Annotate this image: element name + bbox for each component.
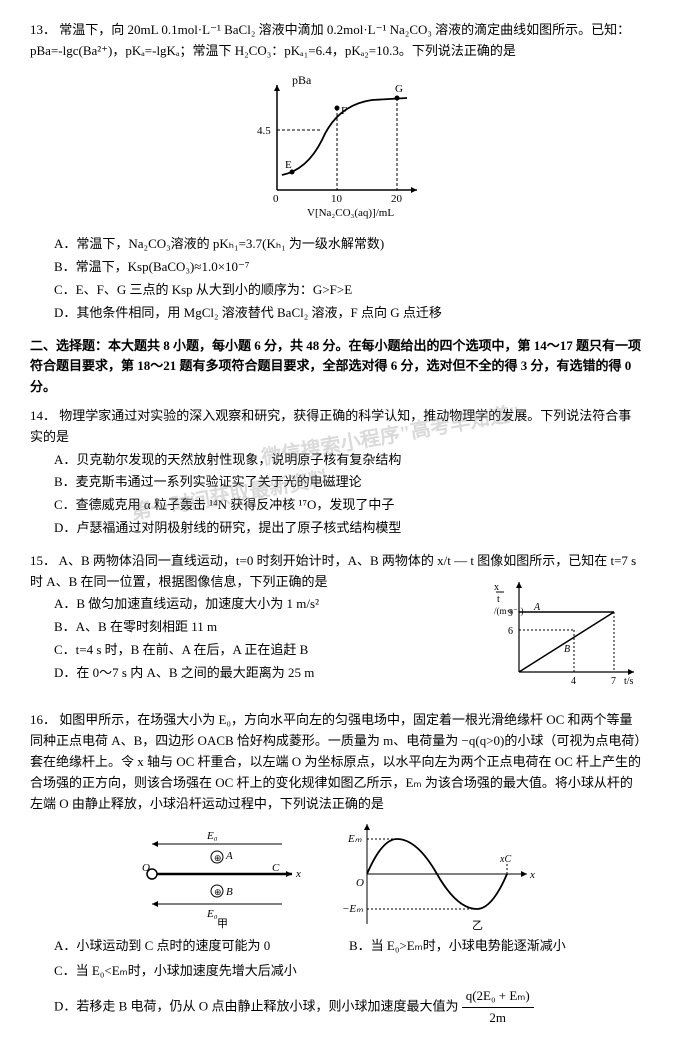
q14-opt-a: A．贝克勒尔发现的天然放射性现象，说明原子核有复杂结构: [54, 450, 644, 471]
q16-text: 如图甲所示，在场强大小为 E₀，方向水平向左的匀强电场中，固定着一根光滑绝缘杆 …: [30, 712, 641, 810]
q13-opt-a: A．常温下，Na₂CO₃溶液的 pKₕ₁=3.7(Kₕ₁ 为一级水解常数): [54, 234, 644, 255]
svg-text:甲: 甲: [217, 918, 228, 929]
ylabel: pBa: [292, 73, 312, 87]
q16-opt-a: A．小球运动到 C 点时的速度可能为 0: [54, 936, 349, 957]
svg-text:4.5: 4.5: [257, 125, 271, 137]
question-14: 14． 物理学家通过对实验的深入观察和研究，获得正确的科学认知，推动物理学的发展…: [30, 406, 644, 539]
svg-text:4: 4: [571, 676, 576, 687]
q15-number: 15．: [30, 553, 56, 568]
q14-number: 14．: [30, 408, 56, 423]
q13-number: 13．: [30, 22, 56, 37]
q14-options: A．贝克勒尔发现的天然放射性现象，说明原子核有复杂结构 B．麦克斯韦通过一系列实…: [54, 450, 644, 539]
q13-chart: pBa E F G 4.5 0 10 20 V[Na₂CO₃(aq)]/mL: [30, 70, 644, 227]
q16-options: A．小球运动到 C 点时的速度可能为 0 B．当 E₀>Eₘ时，小球电势能逐渐减…: [54, 934, 644, 1030]
svg-text:⊕: ⊕: [214, 887, 222, 897]
q16-number: 16．: [30, 712, 56, 727]
svg-text:C: C: [272, 862, 280, 874]
q15-chart: x t /(m·s⁻¹) A B 9 6 4 7 t/s: [494, 572, 644, 699]
q16-fig1: E₀ ⊕ A O C x ⊕ B E₀ 甲: [132, 819, 312, 929]
svg-text:9: 9: [508, 608, 513, 619]
question-13: 13． 常温下，向 20mL 0.1mol·L⁻¹ BaCl₂ 溶液中滴加 0.…: [30, 20, 644, 324]
q16-opt-c: C．当 E₀<Eₘ时，小球加速度先增大后减小: [54, 961, 644, 982]
svg-text:Eₘ: Eₘ: [347, 833, 362, 845]
svg-text:E: E: [285, 159, 292, 171]
q13-opt-c: C．E、F、G 三点的 Ksp 从大到小的顺序为：G>F>E: [54, 280, 644, 301]
q14-opt-b: B．麦克斯韦通过一系列实验证实了关于光的电磁理论: [54, 472, 644, 493]
svg-text:x: x: [295, 868, 301, 880]
fraction: q(2E₀ + Eₘ) 2m: [462, 986, 534, 1029]
svg-text:t/s: t/s: [624, 676, 634, 687]
q13-opt-b: B．常温下，Ksp(BaCO₃)≈1.0×10⁻⁷: [54, 257, 644, 278]
svg-text:−Eₘ: −Eₘ: [342, 903, 363, 915]
svg-text:0: 0: [273, 193, 279, 205]
q16-opt-d: D．若移走 B 电荷，仍从 O 点由静止释放小球，则小球加速度最大值为 q(2E…: [54, 986, 644, 1029]
svg-text:乙: 乙: [472, 919, 483, 932]
q13-options: A．常温下，Na₂CO₃溶液的 pKₕ₁=3.7(Kₕ₁ 为一级水解常数) B．…: [54, 234, 644, 323]
svg-text:6: 6: [508, 626, 513, 637]
q13-text: 常温下，向 20mL 0.1mol·L⁻¹ BaCl₂ 溶液中滴加 0.2mol…: [30, 22, 630, 58]
svg-text:x: x: [529, 869, 535, 881]
svg-text:B: B: [226, 886, 233, 898]
svg-text:O: O: [142, 862, 150, 874]
question-16: 16． 如图甲所示，在场强大小为 E₀，方向水平向左的匀强电场中，固定着一根光滑…: [30, 710, 644, 1030]
svg-text:G: G: [395, 83, 403, 95]
svg-text:xC: xC: [499, 854, 511, 865]
q13-opt-d: D．其他条件相同，用 MgCl₂ 溶液替代 BaCl₂ 溶液，F 点向 G 点迁…: [54, 303, 644, 324]
question-15: 15． A、B 两物体沿同一直线运动，t=0 时刻开始计时，A、B 两物体的 x…: [30, 551, 644, 699]
xt-graph: x t /(m·s⁻¹) A B 9 6 4 7 t/s: [494, 572, 644, 692]
svg-text:E₀: E₀: [206, 908, 218, 920]
svg-text:V[Na₂CO₃(aq)]/mL: V[Na₂CO₃(aq)]/mL: [307, 207, 394, 219]
svg-text:20: 20: [391, 193, 403, 205]
q16-opt-b: B．当 E₀>Eₘ时，小球电势能逐渐减小: [349, 936, 644, 957]
svg-text:A: A: [225, 850, 233, 862]
q16-fig2: Eₘ −Eₘ O xC x 乙: [342, 814, 542, 934]
section-2-title: 二、选择题：本大题共 8 小题，每小题 6 分，共 48 分。在每小题给出的四个…: [30, 336, 644, 398]
svg-text:O: O: [356, 877, 364, 889]
svg-text:F: F: [341, 105, 347, 117]
svg-text:x: x: [494, 582, 499, 593]
q14-text: 物理学家通过对实验的深入观察和研究，获得正确的科学认知，推动物理学的发展。下列说…: [30, 408, 631, 444]
svg-text:A: A: [533, 602, 541, 613]
svg-text:⊕: ⊕: [214, 853, 222, 863]
svg-text:10: 10: [331, 193, 343, 205]
pba-curve-chart: pBa E F G 4.5 0 10 20 V[Na₂CO₃(aq)]/mL: [237, 70, 437, 220]
q14-opt-c: C．查德威克用 α 粒子轰击 ¹⁴N 获得反冲核 ¹⁷O，发现了中子: [54, 495, 644, 516]
q14-opt-d: D．卢瑟福通过对阴极射线的研究，提出了原子核式结构模型: [54, 518, 644, 539]
svg-text:7: 7: [611, 676, 616, 687]
svg-text:B: B: [564, 644, 570, 655]
svg-text:E₀: E₀: [206, 830, 218, 842]
q16-figures: E₀ ⊕ A O C x ⊕ B E₀ 甲 Eₘ −: [30, 814, 644, 934]
svg-text:t: t: [497, 594, 500, 605]
